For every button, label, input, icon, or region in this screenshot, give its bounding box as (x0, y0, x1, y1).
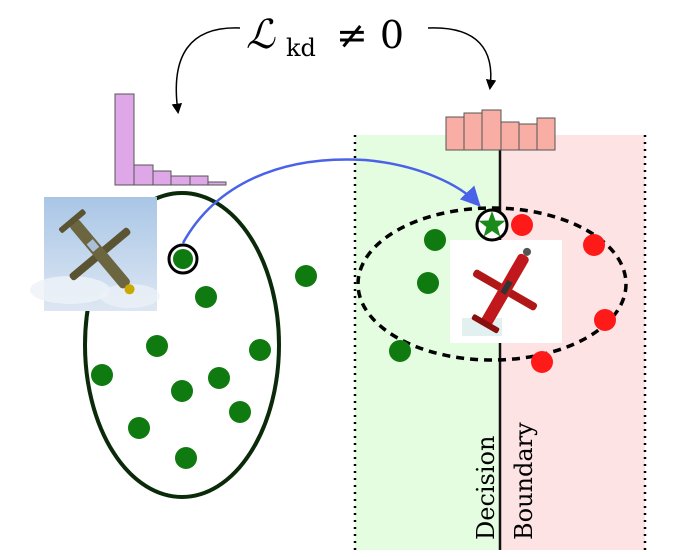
right-hist-bar (536, 117, 556, 151)
decision-boundary-label: Decision Boundary (472, 422, 538, 540)
right-hist-bar (500, 121, 520, 151)
airplane-photo (30, 197, 160, 311)
loss-symbol: ℒ (246, 12, 276, 58)
right-histogram (445, 109, 556, 151)
red-point (511, 214, 533, 236)
red-point (594, 309, 616, 331)
green-point (175, 447, 197, 469)
left-hist-bar (170, 175, 191, 186)
green-point (146, 335, 168, 357)
transfer-arrow (181, 158, 481, 244)
left-cluster-ellipse (83, 191, 281, 499)
green-point (417, 272, 439, 294)
green-point (171, 380, 193, 402)
right-hist-bar (445, 116, 465, 151)
green-point (195, 286, 217, 308)
star-marker (475, 208, 509, 242)
green-point (389, 340, 411, 362)
right-cluster-points (389, 214, 616, 373)
perturbed-airplane-photo (450, 240, 562, 343)
green-point (208, 367, 230, 389)
arrow-to-right-histogram (427, 27, 497, 91)
decision-label: Decision (472, 436, 500, 540)
not-equal-zero: ≠ 0 (336, 13, 404, 57)
boundary-label: Boundary (510, 422, 538, 540)
red-point (583, 234, 605, 256)
loss-subscript: kd (286, 34, 316, 62)
green-point (229, 401, 251, 423)
green-point (295, 265, 317, 287)
right-hist-bar (518, 123, 538, 151)
green-point (128, 417, 150, 439)
red-point (531, 351, 553, 373)
right-hist-bar (481, 109, 502, 151)
left-cluster-points (91, 243, 317, 469)
left-hist-bar (152, 170, 172, 186)
green-point (91, 364, 113, 386)
kd-loss-equation: ℒ kd ≠ 0 (246, 12, 404, 62)
arrow-to-left-histogram (171, 27, 241, 115)
left-hist-bar (207, 181, 227, 186)
left-hist-bar (133, 164, 154, 186)
left-hist-bar (189, 175, 209, 186)
star-icon (478, 211, 506, 237)
green-point (424, 229, 446, 251)
green-point (249, 339, 271, 361)
left-hist-bar (114, 93, 135, 186)
right-cluster-ellipse (356, 206, 628, 362)
left-histogram (114, 93, 227, 186)
right-hist-bar (463, 112, 483, 151)
source-point (173, 249, 193, 269)
